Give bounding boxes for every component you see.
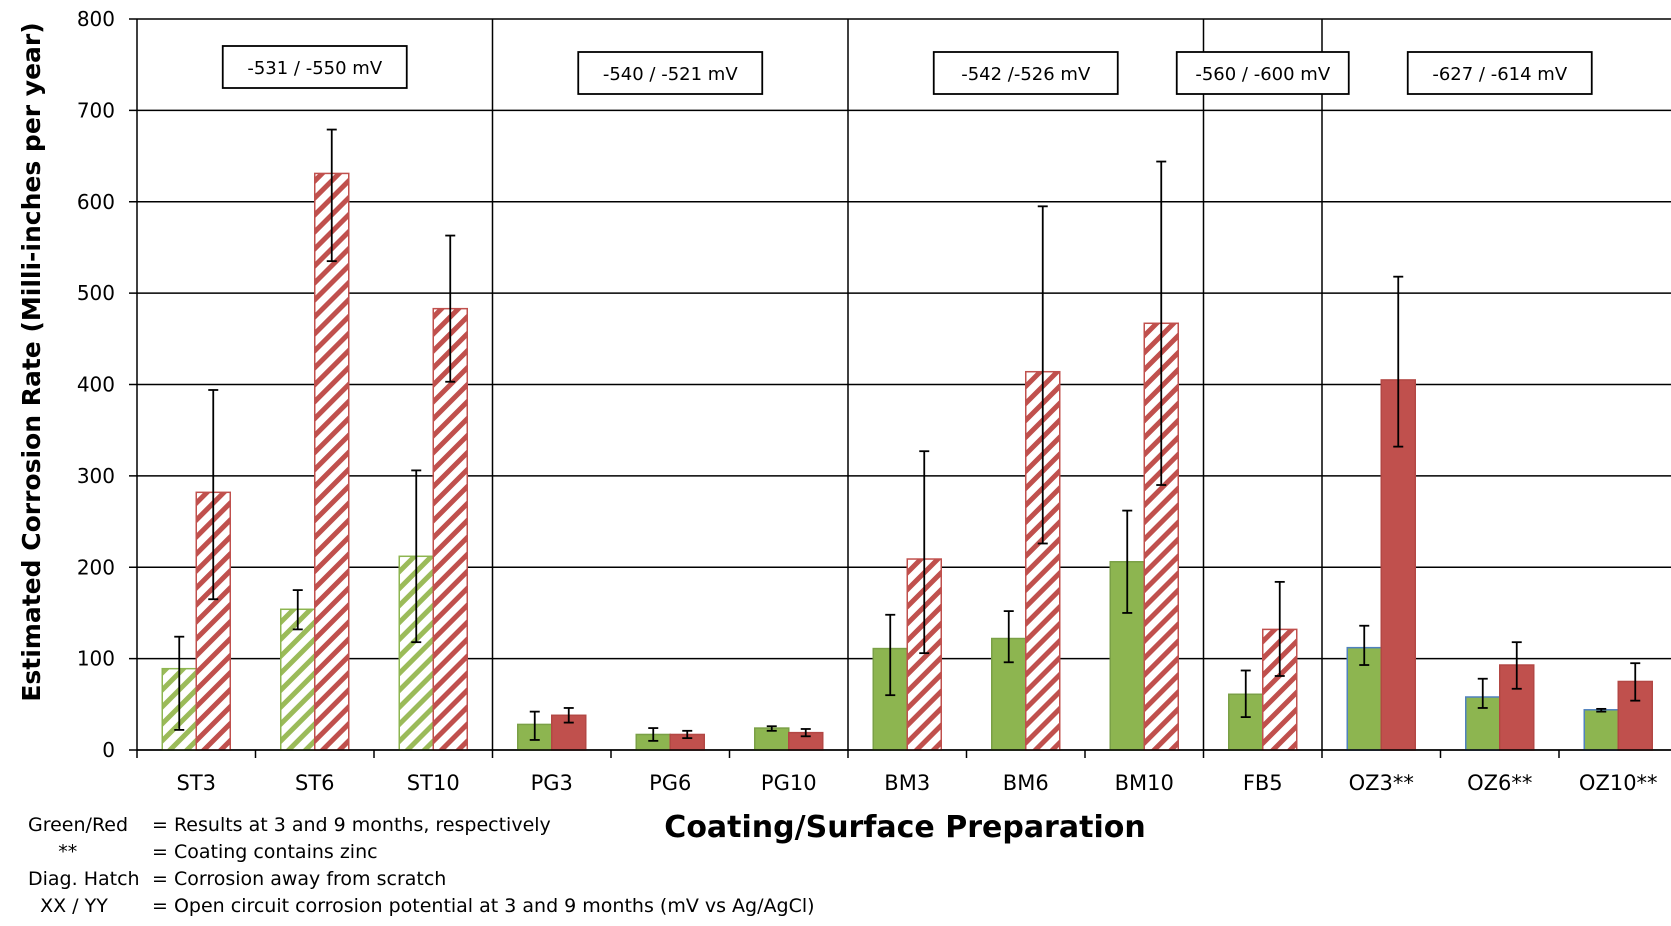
x-tick-label: ST3: [176, 771, 216, 795]
note-row: Green/Red = Results at 3 and 9 months, r…: [28, 812, 815, 839]
axes: [129, 18, 1671, 758]
note-key: **: [28, 841, 78, 863]
y-tick-label: 200: [77, 555, 115, 579]
potential-label: -627 / -614 mV: [1432, 64, 1567, 85]
note-row: ** = Coating contains zinc: [28, 839, 815, 866]
y-tick-label: 300: [77, 464, 115, 488]
x-tick-label: BM3: [884, 771, 930, 795]
note-row: Diag. Hatch = Corrosion away from scratc…: [28, 866, 815, 893]
x-tick-label: BM6: [1003, 771, 1049, 795]
bars: [161, 172, 1653, 751]
legend-notes: Green/Red = Results at 3 and 9 months, r…: [28, 812, 815, 920]
tick-labels: 0 100 200 300 400 500 600 700 800 ST3 ST6 ST10 PG3 PG…: [77, 7, 1658, 795]
group-separators: [491, 19, 1323, 750]
x-tick-label: FB5: [1243, 771, 1283, 795]
y-tick-label: 100: [77, 647, 115, 671]
y-tick-label: 700: [77, 98, 115, 122]
x-tick-label: ST6: [295, 771, 335, 795]
potential-box: [1175, 51, 1350, 95]
y-axis-title: Estimated Corrosion Rate (Milli-inches p…: [17, 22, 46, 701]
bar: [1583, 709, 1619, 751]
gridlines: [137, 18, 1671, 751]
note-text: = Coating contains zinc: [152, 841, 378, 863]
potential-label: -540 / -521 mV: [603, 64, 738, 85]
potential-boxes: -531 / -550 mV -540 / -521 mV -542 /-526 m…: [221, 45, 1593, 95]
potential-box: [221, 45, 408, 89]
note-key: Diag. Hatch: [28, 868, 140, 890]
y-tick-label: 800: [77, 7, 115, 31]
potential-label: -542 /-526 mV: [961, 64, 1091, 85]
x-tick-label: OZ10**: [1579, 771, 1658, 795]
x-tick-label: PG3: [531, 771, 573, 795]
x-tick-label: PG6: [649, 771, 691, 795]
x-tick-label: BM10: [1115, 771, 1174, 795]
potential-box: [577, 51, 764, 95]
y-tick-label: 0: [102, 738, 115, 762]
x-tick-label: OZ6**: [1467, 771, 1532, 795]
note-key: XX / YY: [28, 895, 108, 917]
potential-label: -531 / -550 mV: [247, 58, 382, 79]
note-row: XX / YY = Open circuit corrosion potenti…: [28, 893, 815, 920]
y-tick-label: 600: [77, 190, 115, 214]
y-tick-label: 500: [77, 281, 115, 305]
bar: [280, 608, 316, 751]
note-key: Green/Red: [28, 814, 129, 836]
note-text: = Open circuit corrosion potential at 3 …: [152, 895, 815, 917]
error-bars: [174, 128, 1641, 742]
potential-label: -560 / -600 mV: [1195, 64, 1330, 85]
note-text: = Corrosion away from scratch: [152, 868, 447, 890]
x-axis-title: Coating/Surface Preparation: [664, 810, 1145, 845]
note-text: = Results at 3 and 9 months, respectivel…: [152, 814, 551, 836]
potential-box: [1406, 51, 1593, 95]
x-tick-label: PG10: [761, 771, 817, 795]
y-tick-label: 400: [77, 373, 115, 397]
x-tick-label: ST10: [407, 771, 460, 795]
x-tick-label: OZ3**: [1349, 771, 1414, 795]
bar: [314, 172, 350, 751]
potential-box: [932, 51, 1119, 95]
